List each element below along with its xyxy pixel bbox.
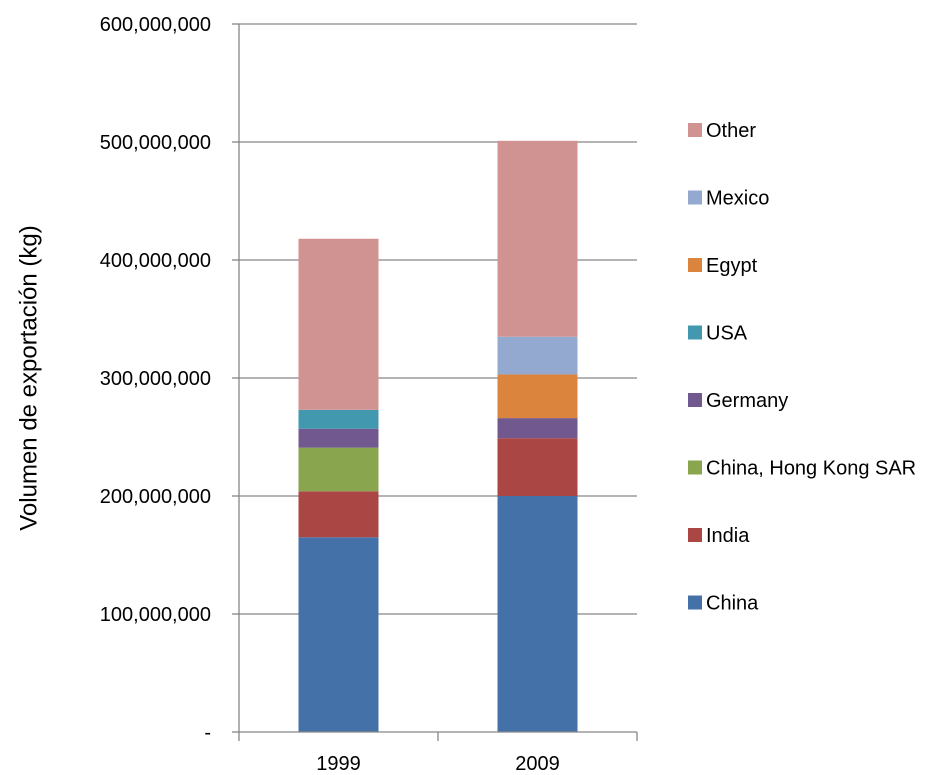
y-tick-label: 600,000,000 [100,14,211,36]
legend-label: China [706,593,759,615]
y-tick-labels: - 100,000,000 200,000,000 300,000,000 400,00… [100,14,211,744]
legend-swatch [688,528,702,542]
legend-swatch [688,190,702,205]
x-tick-label: 1999 [316,753,361,775]
x-tick-label: 2009 [515,753,560,775]
bar-stacks [298,140,578,732]
y-tick-label: 100,000,000 [100,604,211,626]
bar-segment-egypt-2009 [497,374,578,419]
bar-segment-other-2009 [497,140,578,337]
legend-swatch [688,123,702,137]
bar-segment-germany-1999 [298,428,379,448]
bar-segment-germany-2009 [497,418,578,439]
bar-segment-other-1999 [298,238,379,410]
bar-segment-india-1999 [298,491,379,538]
y-tick-label: 300,000,000 [100,368,211,390]
legend-swatch [688,460,702,475]
y-tick-label: - [204,722,211,744]
legend-swatch [688,393,702,407]
y-axis-title: Volumen de exportación (kg) [15,225,42,531]
legend-label: Germany [706,390,788,412]
legend-swatch [688,325,702,340]
bar-segment-usa-1999 [298,409,379,429]
bar-segment-india-2009 [497,438,578,496]
bar-segment-mexico-2009 [497,336,578,375]
bar-segment-china-2009 [497,496,578,732]
legend-label: China, Hong Kong SAR [706,458,916,480]
bar-segment-china-1999 [298,537,379,732]
legend-swatch [688,258,702,272]
x-tick-labels: 1999 2009 [316,753,560,775]
legend-label: Egypt [706,255,758,277]
y-tick-label: 200,000,000 [100,486,211,508]
legend-label: USA [706,323,748,345]
legend-label: Mexico [706,188,769,210]
legend-swatch [688,595,702,610]
axes [238,24,638,741]
y-tick-label: 500,000,000 [100,132,211,154]
legend-label: Other [706,120,756,142]
legend: Other Mexico Egypt USA Germany China, Hong Ko… [688,120,916,615]
y-tick-label: 400,000,000 [100,250,211,272]
bar-segment-china-hong-kong-sar-1999 [298,447,379,492]
legend-label: India [706,525,750,547]
